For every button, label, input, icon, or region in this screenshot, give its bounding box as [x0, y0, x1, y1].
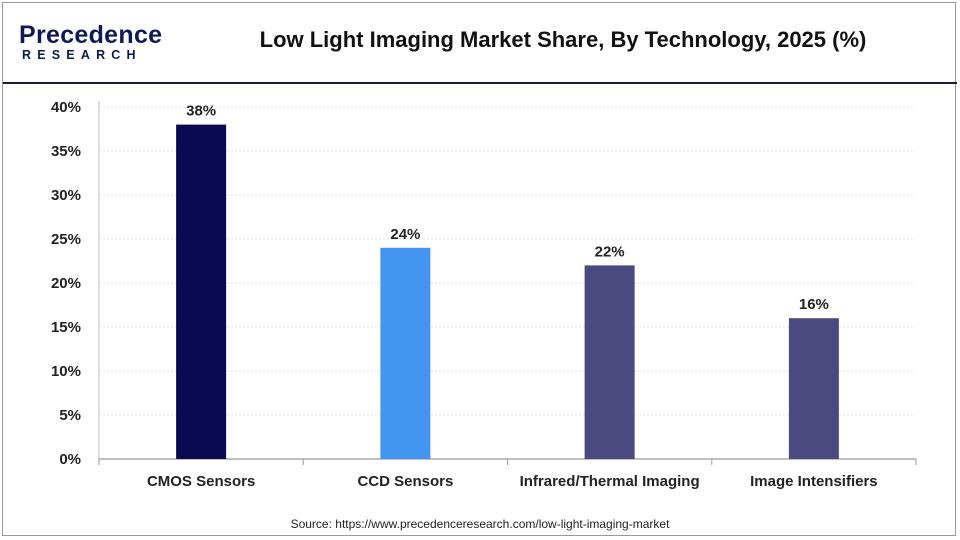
y-tick-label: 5%: [59, 407, 81, 424]
x-tick-label: CMOS Sensors: [147, 473, 255, 490]
brand-logo: Precedence RESEARCH: [19, 21, 169, 65]
y-tick-label: 35%: [51, 143, 81, 160]
y-tick-label: 30%: [51, 187, 81, 204]
data-label: 24%: [390, 226, 420, 243]
bar: [584, 265, 635, 459]
y-tick-label: 15%: [51, 319, 81, 336]
data-label: 22%: [595, 243, 625, 260]
header-divider: [3, 82, 957, 84]
bar-chart: 0% 5% 10% 15% 20% 25% 30% 35% 40% 38% CMOS Sensors…: [51, 99, 917, 490]
y-tick-label: 10%: [51, 363, 81, 380]
data-label: 16%: [799, 296, 829, 313]
y-tick-label: 40%: [51, 99, 81, 116]
chart-title: Low Light Imaging Market Share, By Techn…: [259, 27, 867, 52]
x-tick-label: CCD Sensors: [357, 473, 453, 490]
y-tick-label: 25%: [51, 231, 81, 248]
bar: [176, 124, 227, 459]
x-tick-label: Infrared/Thermal Imaging: [520, 473, 700, 490]
x-tick-label: Image Intensifiers: [750, 473, 878, 490]
bar: [380, 247, 431, 459]
y-tick-label: 0%: [59, 451, 81, 468]
bar: [788, 318, 839, 459]
header: Precedence RESEARCH Low Light Imaging Ma…: [3, 3, 957, 81]
source-note: Source: https://www.precedenceresearch.c…: [290, 517, 670, 531]
brand-sub: RESEARCH: [22, 48, 142, 62]
data-label: 38%: [186, 103, 216, 120]
y-tick-label: 20%: [51, 275, 81, 292]
brand-name: Precedence: [19, 21, 163, 49]
